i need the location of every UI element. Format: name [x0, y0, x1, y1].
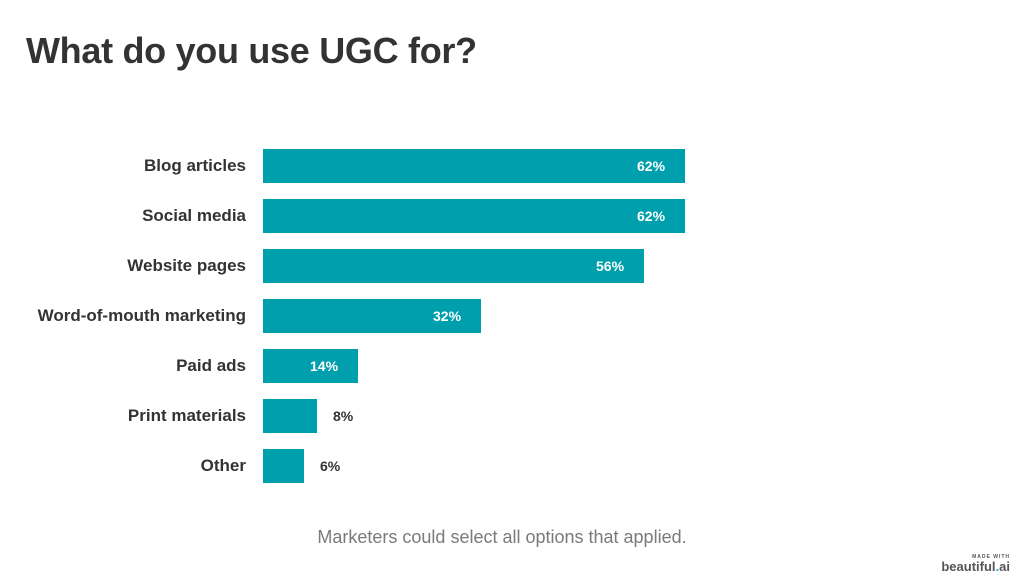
- category-label: Website pages: [127, 256, 246, 275]
- brand-logo: MADE WITH beautiful.ai: [941, 554, 1010, 574]
- chart-title: What do you use UGC for?: [26, 30, 477, 71]
- value-label: 62%: [637, 208, 666, 224]
- made-with-label: MADE WITH: [972, 554, 1010, 560]
- value-label: 8%: [333, 408, 354, 424]
- value-label: 56%: [596, 258, 625, 274]
- brand-name: beautiful.ai: [941, 560, 1010, 574]
- bar: [263, 299, 481, 333]
- brand-name-dot: .: [995, 559, 1000, 574]
- value-label: 32%: [433, 308, 462, 324]
- bar-row: Print materials 8%: [0, 399, 1024, 433]
- category-label: Other: [200, 456, 246, 475]
- category-label: Blog articles: [143, 156, 246, 175]
- bar-row: Other 6%: [0, 449, 1024, 483]
- brand-name-tld: ai: [999, 559, 1010, 574]
- bar-row: Blog articles 62%: [0, 149, 1024, 183]
- value-label: 14%: [310, 358, 339, 374]
- category-label: Word-of-mouth marketing: [37, 306, 246, 325]
- bar: [263, 349, 358, 383]
- brand-name-main: beautiful: [941, 559, 996, 574]
- bar: [263, 199, 685, 233]
- bar: [263, 399, 317, 433]
- bar-row: Social media 62%: [0, 199, 1024, 233]
- bar: [263, 249, 644, 283]
- value-label: 6%: [320, 458, 341, 474]
- category-label: Social media: [142, 206, 246, 225]
- bar: [263, 149, 685, 183]
- category-label: Paid ads: [176, 356, 246, 375]
- value-label: 62%: [637, 158, 666, 174]
- bar: [263, 449, 304, 483]
- category-label: Print materials: [127, 406, 246, 425]
- bar-row: Word-of-mouth marketing 32%: [0, 299, 1024, 333]
- bar-row: Paid ads 14%: [0, 349, 1024, 383]
- bar-row: Website pages 56%: [0, 249, 1024, 283]
- footnote: Marketers could select all options that …: [317, 527, 687, 547]
